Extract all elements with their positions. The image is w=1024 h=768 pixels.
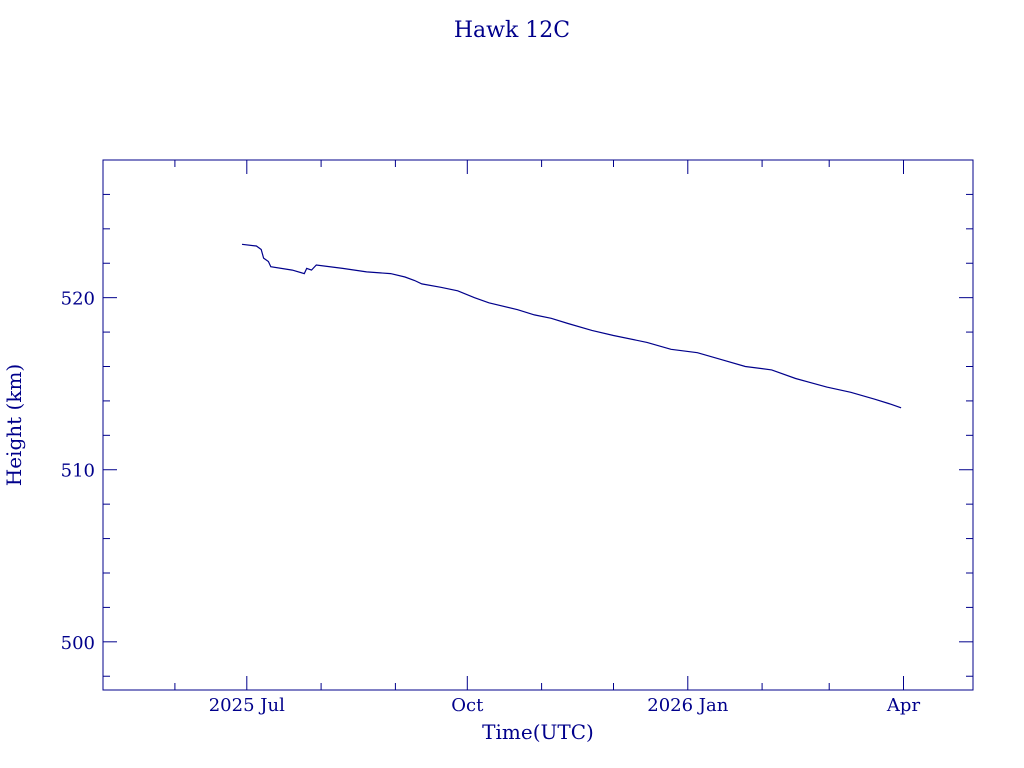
- x-axis-label: Time(UTC): [482, 720, 594, 744]
- x-tick-label: Oct: [451, 695, 484, 716]
- x-tick-label: Apr: [886, 695, 921, 716]
- y-tick-labels: 500 510 520: [61, 289, 95, 654]
- series-line: [241, 243, 902, 409]
- y-tick-label: 520: [61, 289, 95, 310]
- y-tick-label: 510: [61, 461, 95, 482]
- chart-title: Hawk 12C: [454, 18, 570, 43]
- x-tick-label: 2026 Jan: [647, 695, 728, 716]
- y-axis-label: Height (km): [2, 364, 26, 486]
- x-tick-labels: 2025 Jul Oct 2026 Jan Apr: [209, 695, 921, 716]
- plot-frame: [102, 159, 974, 691]
- axis-ticks: [103, 159, 973, 690]
- y-tick-label: 500: [61, 633, 95, 654]
- x-tick-label: 2025 Jul: [209, 695, 285, 716]
